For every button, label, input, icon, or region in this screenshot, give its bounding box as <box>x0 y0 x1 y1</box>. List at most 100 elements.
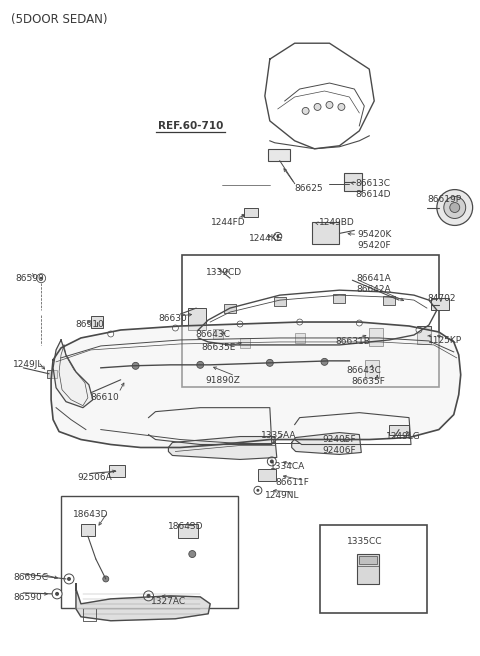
Text: 86611F: 86611F <box>276 478 310 487</box>
Text: 95420K: 95420K <box>357 230 392 239</box>
Text: 1335AA: 1335AA <box>261 430 296 440</box>
Circle shape <box>36 274 46 283</box>
Bar <box>360 556 377 564</box>
Bar <box>213 329 223 339</box>
Circle shape <box>52 589 62 599</box>
Bar <box>320 525 427 613</box>
Circle shape <box>297 319 302 325</box>
Bar <box>109 465 125 478</box>
Circle shape <box>237 321 243 327</box>
Circle shape <box>144 591 154 601</box>
Text: 1327AC: 1327AC <box>151 597 186 606</box>
Text: 1249NL: 1249NL <box>265 491 300 501</box>
Circle shape <box>67 577 71 581</box>
Circle shape <box>256 489 259 492</box>
Circle shape <box>302 108 309 114</box>
Text: 86619P: 86619P <box>427 195 461 203</box>
Ellipse shape <box>437 190 473 226</box>
Polygon shape <box>76 584 210 621</box>
Bar <box>188 308 206 330</box>
Circle shape <box>108 331 114 337</box>
Text: 86642A: 86642A <box>356 285 391 294</box>
Circle shape <box>197 361 204 368</box>
Text: 92506A: 92506A <box>77 474 112 482</box>
Text: 86643C: 86643C <box>195 330 230 339</box>
Bar <box>344 173 362 191</box>
Text: 86641A: 86641A <box>356 274 391 283</box>
Circle shape <box>55 592 59 596</box>
Polygon shape <box>292 432 361 455</box>
Text: 1249LG: 1249LG <box>386 432 421 441</box>
Text: 86631B: 86631B <box>336 337 370 346</box>
Circle shape <box>103 576 109 582</box>
Text: 92405F: 92405F <box>323 434 356 443</box>
Bar <box>383 296 395 305</box>
Circle shape <box>338 104 345 110</box>
Text: 1249BD: 1249BD <box>319 218 354 228</box>
Circle shape <box>254 486 262 494</box>
Text: 95420F: 95420F <box>357 241 391 251</box>
Bar <box>369 328 383 346</box>
Circle shape <box>274 232 282 240</box>
Ellipse shape <box>444 197 466 218</box>
Circle shape <box>172 325 179 331</box>
Bar <box>81 524 95 536</box>
Text: 86625: 86625 <box>295 184 324 193</box>
Circle shape <box>356 320 362 326</box>
Circle shape <box>146 594 151 598</box>
Bar <box>431 298 449 310</box>
Bar <box>47 370 57 378</box>
Circle shape <box>276 235 279 238</box>
Circle shape <box>64 574 74 584</box>
Text: 1125KP: 1125KP <box>428 336 462 345</box>
Polygon shape <box>51 322 461 447</box>
Bar <box>258 470 276 482</box>
Circle shape <box>314 104 321 110</box>
Bar <box>334 294 346 303</box>
Text: 86630: 86630 <box>158 314 187 323</box>
Text: 86643C: 86643C <box>347 366 381 375</box>
Circle shape <box>321 358 328 365</box>
Bar <box>224 304 236 313</box>
Circle shape <box>267 457 276 466</box>
Text: REF.60-710: REF.60-710 <box>158 121 224 131</box>
Bar <box>61 497 238 608</box>
Text: 86590: 86590 <box>13 593 42 602</box>
Bar <box>295 333 305 343</box>
Text: 1244KE: 1244KE <box>249 234 283 243</box>
Text: 1244FD: 1244FD <box>211 218 246 228</box>
Circle shape <box>266 359 273 366</box>
Bar <box>389 424 409 434</box>
Bar <box>312 222 339 244</box>
Bar <box>91 316 103 328</box>
Text: 1339CD: 1339CD <box>206 268 242 277</box>
Circle shape <box>132 362 139 369</box>
Bar <box>268 149 290 161</box>
Text: 84702: 84702 <box>427 294 456 303</box>
Text: 86635F: 86635F <box>351 377 385 386</box>
Text: 91890Z: 91890Z <box>205 376 240 385</box>
Circle shape <box>270 459 274 463</box>
Text: 18643D: 18643D <box>73 510 108 520</box>
Bar <box>357 554 379 584</box>
Bar <box>182 255 439 387</box>
Text: 1334CA: 1334CA <box>270 462 305 472</box>
Bar <box>365 360 379 378</box>
Text: 86590: 86590 <box>15 274 44 283</box>
Polygon shape <box>53 340 93 407</box>
Text: 18643D: 18643D <box>168 522 204 531</box>
Bar <box>274 297 286 306</box>
Bar <box>417 326 431 344</box>
Circle shape <box>189 550 196 558</box>
Circle shape <box>326 102 333 108</box>
Bar <box>240 338 250 348</box>
Circle shape <box>40 277 43 279</box>
Text: 86614D: 86614D <box>355 190 391 199</box>
Text: 92406F: 92406F <box>323 447 356 455</box>
Bar <box>179 524 198 538</box>
Text: 86613C: 86613C <box>355 178 390 188</box>
Text: 1335CC: 1335CC <box>348 537 383 546</box>
Text: (5DOOR SEDAN): (5DOOR SEDAN) <box>12 13 108 26</box>
Ellipse shape <box>450 203 460 213</box>
Bar <box>244 207 258 218</box>
